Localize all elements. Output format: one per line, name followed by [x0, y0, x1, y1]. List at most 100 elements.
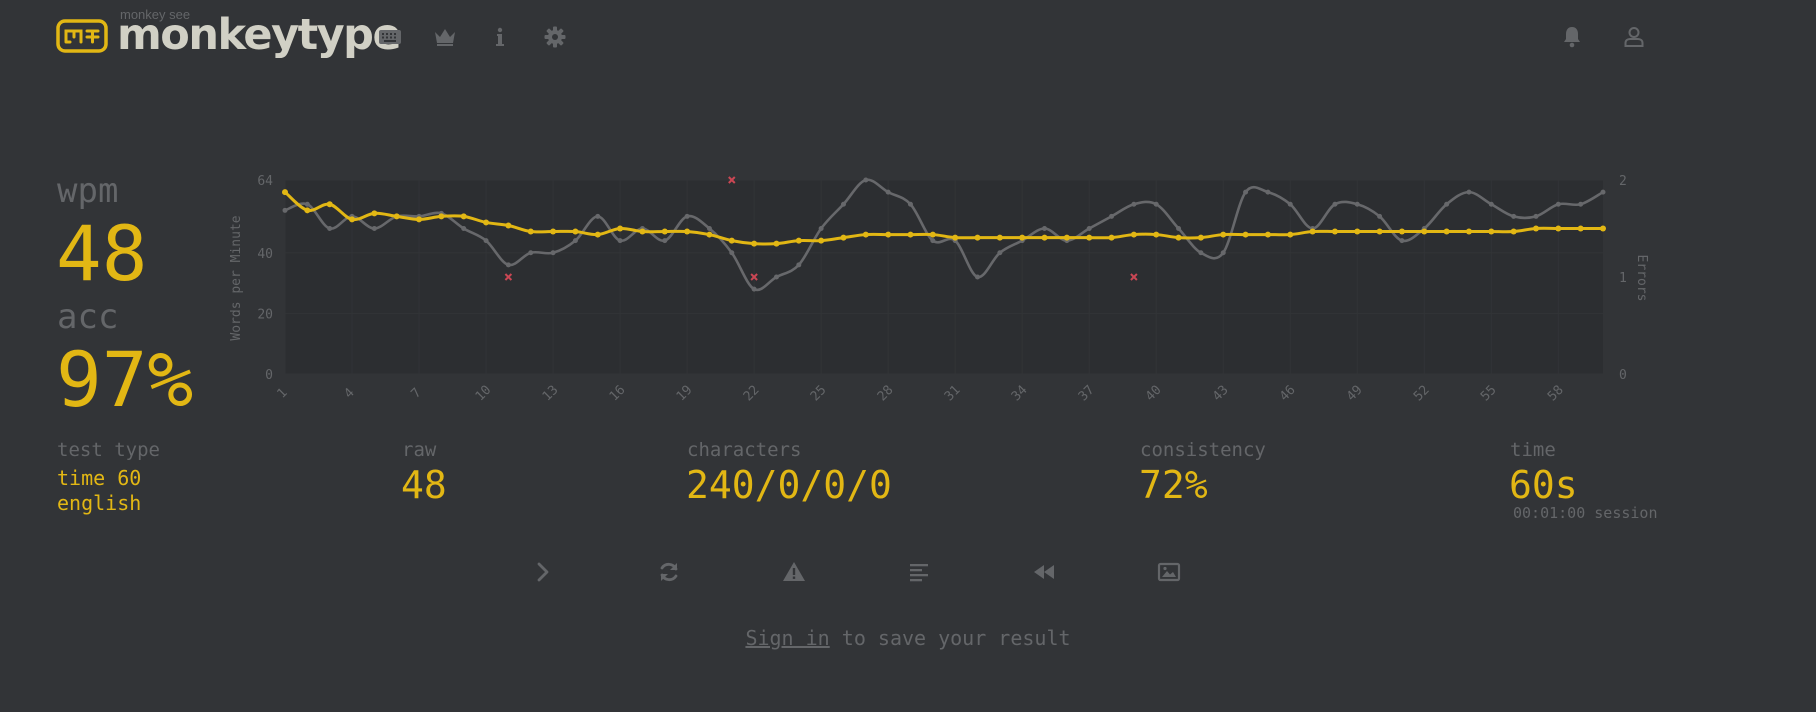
wpm-point: [1242, 231, 1249, 238]
y-axis-title: Words per Minute: [229, 215, 244, 340]
wpm-point: [282, 189, 288, 196]
wpm-point: [1108, 234, 1115, 241]
y2-tick-label: 2: [1619, 174, 1627, 189]
wpm-point: [483, 219, 490, 226]
screenshot-icon[interactable]: [1147, 554, 1191, 590]
words-history-icon[interactable]: [897, 554, 941, 590]
chart-plot-area: [285, 180, 1603, 374]
wpm-point: [795, 237, 802, 244]
warning-icon[interactable]: [772, 554, 816, 590]
y2-axis-title: Errors: [1634, 255, 1649, 302]
wpm-point: [1532, 225, 1539, 232]
wpm-point: [952, 234, 959, 241]
raw-point: [684, 213, 690, 219]
signin-rest-text: to save your result: [829, 626, 1071, 650]
raw-point: [528, 250, 534, 256]
wpm-point: [1287, 231, 1294, 238]
wpm-point: [974, 234, 981, 241]
wpm-point: [1063, 234, 1070, 241]
raw-point: [729, 250, 735, 256]
x-tick-label: 52: [1411, 383, 1433, 405]
raw-point: [1533, 213, 1539, 219]
wpm-point: [1264, 231, 1271, 238]
raw-point: [572, 238, 578, 244]
raw-point: [863, 177, 869, 183]
wpm-point: [1331, 228, 1338, 235]
wpm-point: [1577, 225, 1584, 232]
raw-point: [371, 226, 377, 231]
y-tick-label: 40: [257, 247, 273, 262]
error-marker: [750, 273, 758, 281]
wpm-point: [438, 213, 445, 220]
wpm-point: [639, 228, 646, 235]
session-time: 00:01:00 session: [1513, 504, 1658, 522]
x-tick-label: 10: [473, 383, 495, 405]
wpm-point: [594, 231, 601, 238]
raw-point: [840, 201, 846, 207]
wpm-point: [416, 216, 423, 223]
raw-point: [1332, 201, 1338, 207]
x-tick-label: 22: [741, 383, 763, 405]
wpm-point: [550, 228, 557, 235]
x-tick-label: 25: [808, 383, 830, 405]
x-tick-label: 13: [540, 383, 562, 405]
wpm-point: [1220, 231, 1227, 238]
y2-tick-label: 1: [1619, 271, 1627, 286]
raw-point: [706, 226, 712, 231]
replay-icon[interactable]: [1022, 554, 1066, 590]
wpm-point: [728, 237, 735, 244]
wpm-point: [840, 234, 847, 241]
raw-point: [662, 238, 668, 244]
user-icon[interactable]: [1617, 20, 1651, 54]
wpm-point: [1130, 231, 1137, 238]
gear-icon[interactable]: [538, 20, 572, 54]
x-tick-label: 7: [408, 385, 424, 401]
logo-text[interactable]: monkeytype: [117, 10, 402, 60]
wpm-point: [684, 228, 691, 235]
y-tick-label: 0: [265, 368, 273, 383]
crown-icon[interactable]: [428, 20, 462, 54]
raw-point: [907, 201, 913, 207]
wpm-point: [1041, 234, 1048, 241]
wpm-point: [1465, 228, 1472, 235]
time-label: time: [1510, 439, 1556, 461]
raw-point: [885, 189, 891, 195]
raw-point: [975, 274, 981, 280]
monkeytype-logo-icon[interactable]: [56, 19, 108, 53]
error-marker: [1130, 273, 1138, 281]
raw-point: [997, 250, 1003, 256]
consistency-label: consistency: [1140, 439, 1266, 461]
x-tick-label: 4: [341, 385, 357, 401]
raw-point: [1243, 189, 1249, 195]
raw-point: [327, 226, 333, 231]
x-tick-label: 1: [274, 385, 290, 401]
wpm-point: [349, 216, 356, 223]
raw-point: [617, 238, 623, 244]
raw-point: [818, 226, 824, 231]
x-tick-label: 37: [1076, 383, 1098, 405]
wpm-point: [862, 231, 869, 238]
wpm-point: [326, 201, 333, 208]
wpm-point: [1376, 228, 1383, 235]
next-test-icon[interactable]: [521, 554, 565, 590]
test-type-language: english: [57, 491, 142, 515]
wpm-point: [929, 231, 936, 238]
raw-point: [1109, 213, 1115, 219]
raw-point: [304, 201, 310, 207]
restart-icon[interactable]: [647, 554, 691, 590]
error-marker: [728, 176, 736, 184]
raw-point: [1488, 201, 1494, 207]
raw-point: [1042, 226, 1048, 231]
acc-label: acc: [57, 297, 119, 337]
raw-point: [282, 207, 288, 213]
x-tick-label: 46: [1277, 383, 1299, 405]
bell-icon[interactable]: [1555, 20, 1589, 54]
signin-link[interactable]: Sign in: [745, 626, 830, 650]
keyboard-icon[interactable]: [373, 20, 407, 54]
raw-point: [1176, 226, 1182, 231]
info-icon[interactable]: [483, 20, 517, 54]
wpm-point: [1443, 228, 1450, 235]
x-tick-label: 40: [1143, 383, 1165, 405]
x-tick-label: 28: [875, 383, 897, 405]
